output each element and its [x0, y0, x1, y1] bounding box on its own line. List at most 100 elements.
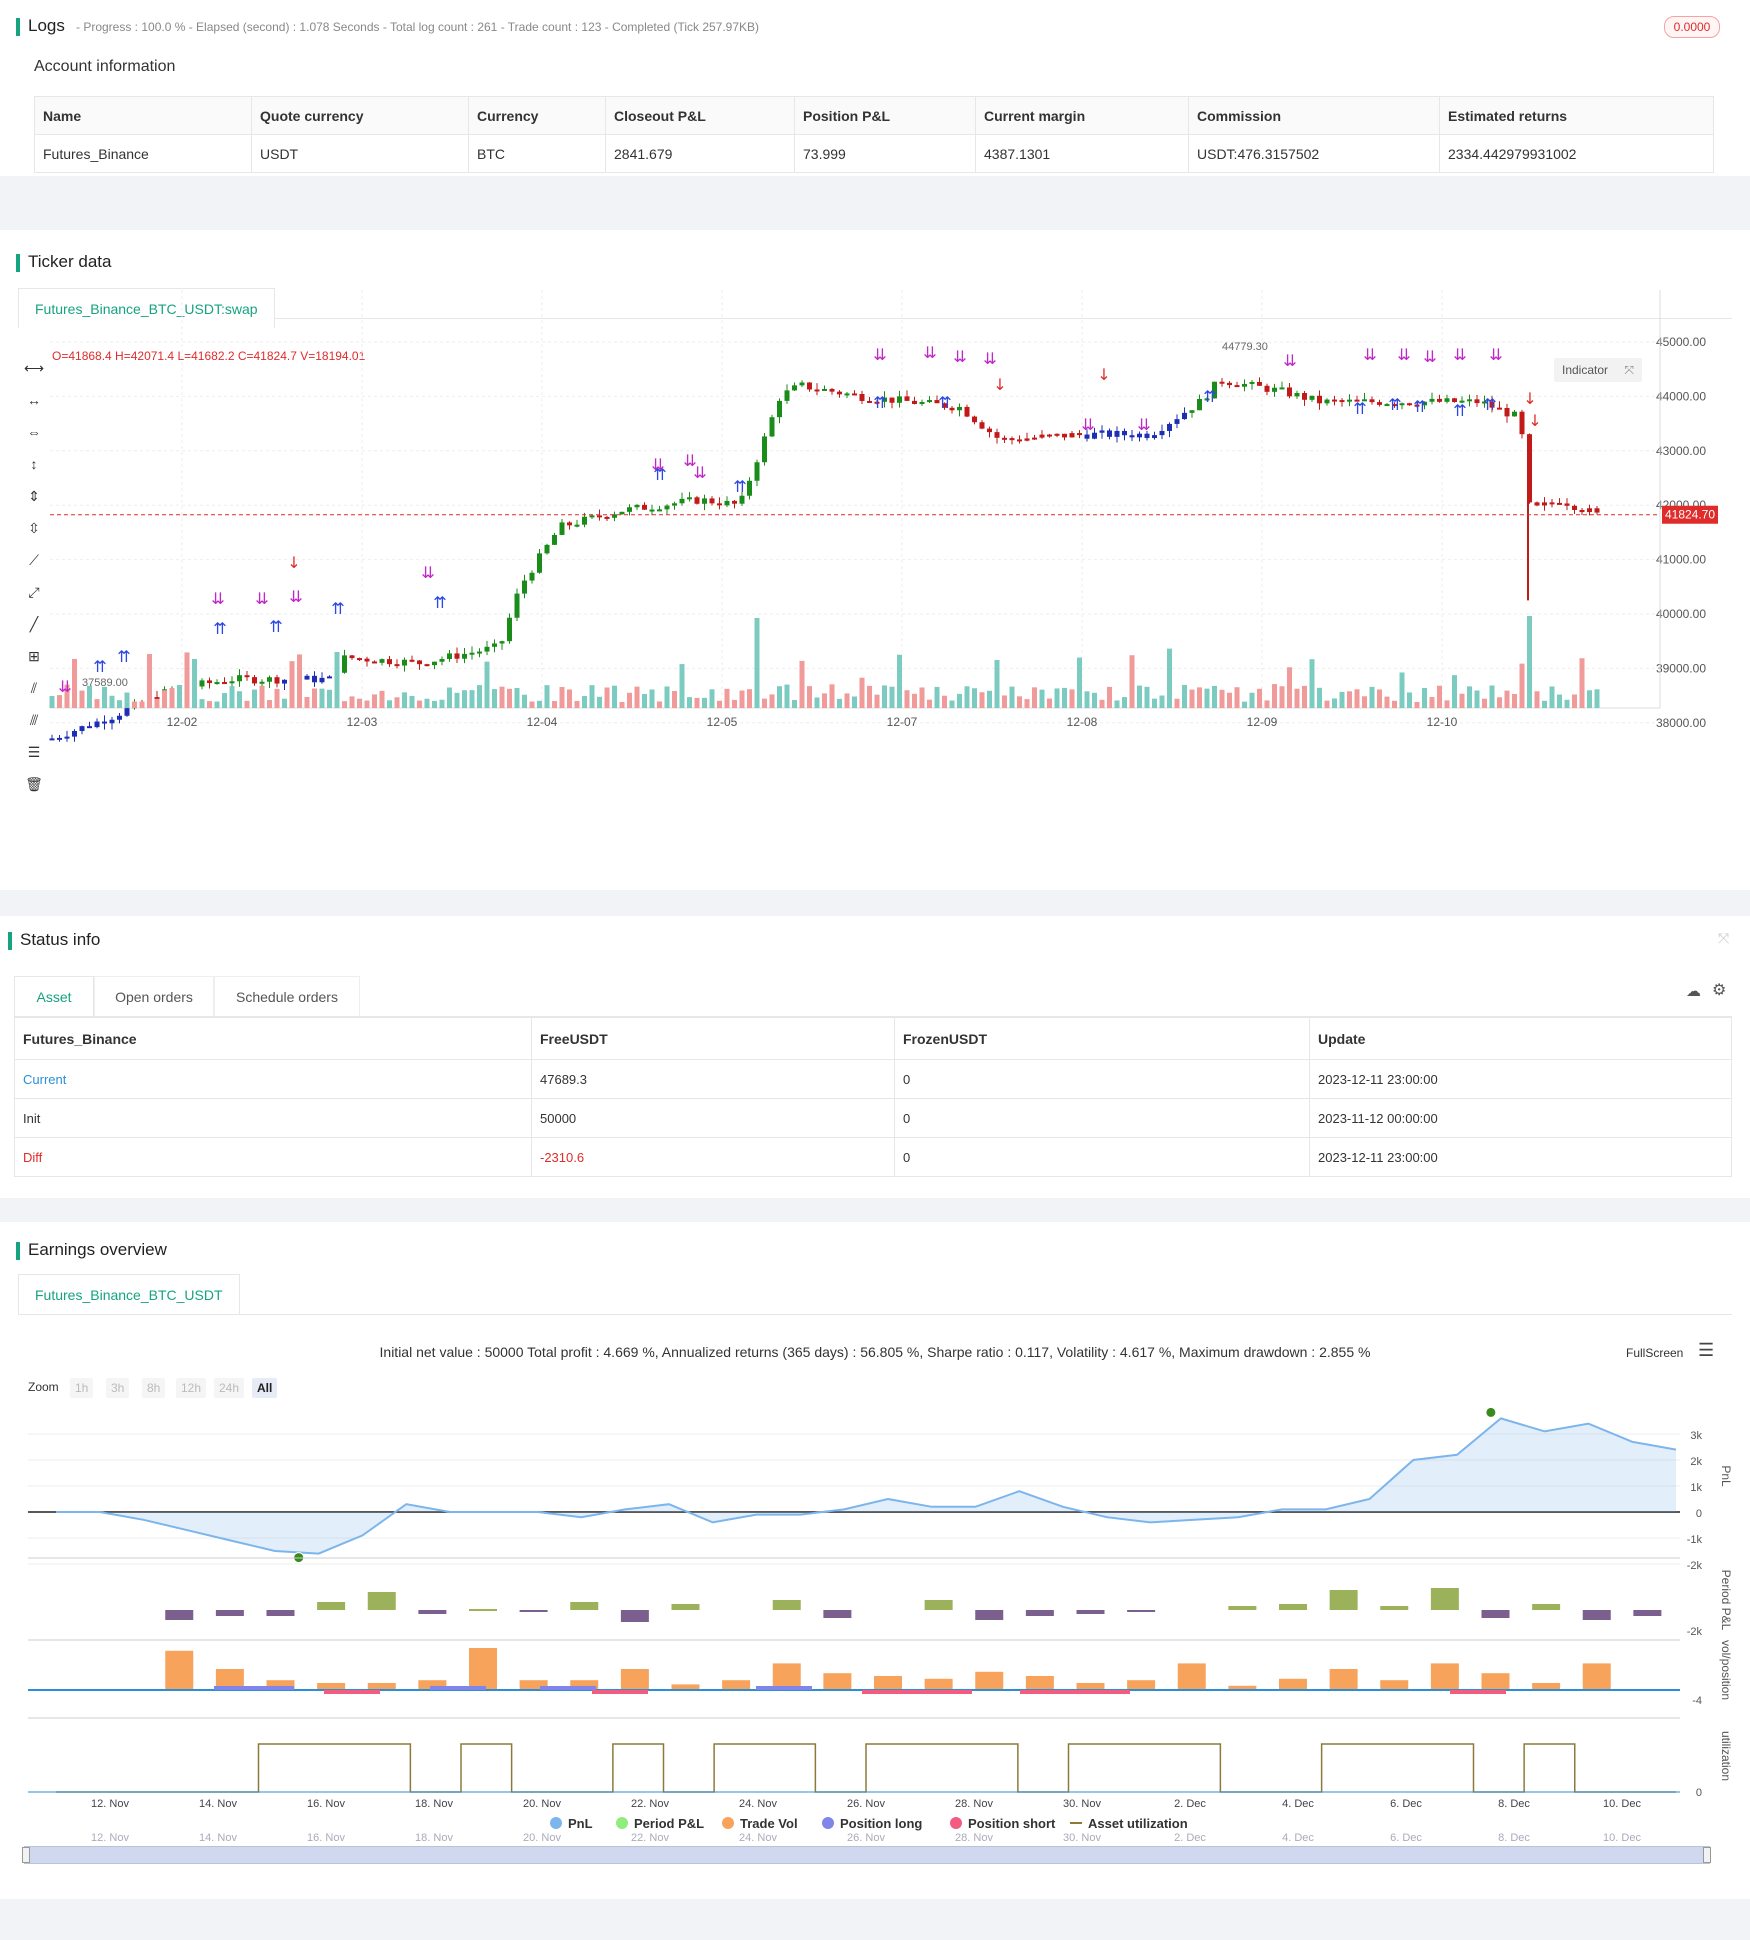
period-pnl-bar — [519, 1610, 548, 1612]
volume-bar — [619, 701, 625, 708]
volume-bar — [1317, 687, 1322, 708]
zoom-24h-button[interactable]: 24h — [214, 1378, 245, 1398]
legend-item[interactable]: PnL — [550, 1816, 593, 1831]
trade-vol-bar — [570, 1680, 599, 1690]
candle-body — [109, 719, 115, 724]
volume-bar — [844, 693, 850, 708]
asset-table: Futures_Binance FreeUSDT FrozenUSDT Upda… — [14, 1017, 1732, 1177]
vertical-ray-tool-icon[interactable]: ⇕ — [28, 488, 40, 504]
expand-icon[interactable]: ⤧ — [1718, 930, 1730, 946]
volume-bar — [724, 688, 730, 708]
period-pnl-bar — [620, 1610, 649, 1622]
zoom-12h-button[interactable]: 12h — [176, 1378, 207, 1398]
volume-bar — [477, 685, 482, 708]
candle-body — [829, 388, 835, 392]
tab-ticker-symbol[interactable]: Futures_Binance_BTC_USDT:swap — [18, 288, 275, 328]
account-header: Currency — [468, 96, 606, 135]
volume-bar — [229, 686, 235, 708]
horizontal-segment-tool-icon[interactable]: ⇔ — [27, 424, 41, 440]
gear-icon[interactable]: ⚙ — [1712, 982, 1727, 999]
legend-item[interactable]: Trade Vol — [722, 1816, 798, 1831]
volume-bar — [72, 658, 77, 708]
candle-body — [87, 726, 92, 729]
navigator-tick-label: 2. Dec — [1174, 1832, 1206, 1844]
line-segment-tool-icon[interactable]: ╱ — [29, 616, 39, 632]
close-signal-arrow: ⇊ — [1423, 347, 1436, 366]
volume-bar — [1137, 685, 1142, 708]
candle-body — [972, 416, 977, 423]
navigator-handle-left[interactable] — [22, 1847, 30, 1863]
trend-line-tool-icon[interactable]: ⟋ — [29, 552, 39, 568]
position-long-bar — [430, 1686, 486, 1690]
vertical-segment-tool-icon[interactable]: ⇳ — [28, 520, 40, 536]
volume-bar — [1587, 690, 1592, 708]
zoom-8h-button[interactable]: 8h — [142, 1378, 166, 1398]
close-signal-arrow: ⇊ — [1137, 415, 1150, 434]
candle-body — [927, 400, 932, 403]
pnl-tick-label: -1k — [1687, 1534, 1703, 1546]
volume-bar — [1092, 692, 1097, 708]
candle-body — [1204, 398, 1210, 401]
navigator-scrollbar[interactable] — [24, 1846, 1710, 1864]
candle-body — [1512, 411, 1517, 417]
fullscreen-button[interactable]: FullScreen — [1626, 1346, 1683, 1360]
volume-bar — [972, 688, 977, 708]
period-pnl-bar — [367, 1592, 396, 1610]
utilization-line — [56, 1743, 1676, 1793]
zoom-3h-button[interactable]: 3h — [106, 1378, 130, 1398]
candle-body — [282, 679, 287, 684]
volume-bar — [364, 700, 370, 708]
volume-bar — [244, 700, 250, 708]
tab-open-orders[interactable]: Open orders — [94, 976, 214, 1016]
tab-earnings-symbol[interactable]: Futures_Binance_BTC_USDT — [18, 1274, 240, 1314]
cloud-download-icon[interactable]: ☁ — [1686, 983, 1701, 1000]
x-tick-label: 4. Dec — [1282, 1798, 1314, 1810]
legend-item[interactable]: Position long — [822, 1816, 922, 1831]
horizontal-ray-tool-icon[interactable]: ↔ — [27, 392, 41, 408]
legend-item[interactable]: Asset utilization — [1070, 1816, 1188, 1831]
earnings-chart[interactable]: 3k 2k 1k 0 -1k -2k -2k -4 0 PnL Period P&L vol/posi… — [0, 1400, 1750, 1940]
account-cell: 4387.1301 — [975, 134, 1189, 173]
candle-body — [529, 572, 535, 581]
tab-asset[interactable]: Asset — [14, 976, 94, 1016]
volume-bar — [214, 701, 220, 708]
volume-bar — [1167, 648, 1172, 708]
price-range-tool-icon[interactable]: ⊞ — [28, 648, 40, 664]
candlestick-chart[interactable]: 45000.0044000.0043000.0042000.0041000.00… — [0, 230, 1750, 890]
candle-body — [1459, 400, 1465, 403]
candle-body — [1122, 430, 1127, 436]
navigator-tick-label: 18. Nov — [415, 1832, 453, 1844]
menu-icon[interactable]: ☰ — [1698, 1340, 1715, 1360]
indicator-button[interactable]: Indicator ⤧ — [1554, 358, 1642, 382]
horizontal-line-tool-icon[interactable]: ⟷ — [24, 360, 45, 376]
volume-bar — [897, 654, 902, 708]
volume-bar — [889, 686, 895, 708]
candle-body — [589, 515, 595, 518]
zoom-all-button[interactable]: All — [252, 1378, 278, 1398]
volume-bar — [679, 664, 685, 708]
volume-bar — [379, 690, 385, 708]
candle-body — [237, 675, 242, 682]
legend-item[interactable]: Period P&L — [616, 1816, 704, 1831]
logs-panel: Logs - Progress : 100.0 % - Elapsed (sec… — [0, 0, 1750, 176]
fib-retracement-tool-icon[interactable]: ☰ — [27, 744, 41, 760]
legend-item[interactable]: Position short — [950, 1816, 1055, 1831]
volume-bar — [1459, 693, 1465, 708]
candle-body — [1264, 385, 1270, 392]
trash-icon[interactable]: 🗑 — [25, 776, 43, 792]
volume-bar — [1399, 672, 1405, 708]
candle-body — [807, 382, 812, 390]
navigator-handle-right[interactable] — [1703, 1847, 1711, 1863]
tab-schedule-orders[interactable]: Schedule orders — [214, 976, 360, 1016]
candle-body — [49, 738, 55, 741]
zoom-1h-button[interactable]: 1h — [70, 1378, 94, 1398]
volume-bar — [109, 695, 115, 708]
ray-tool-icon[interactable]: ⤢ — [28, 584, 40, 600]
parallel-channel-tool-icon[interactable]: ⫽ — [30, 680, 38, 696]
vertical-line-tool-icon[interactable]: ↕ — [30, 456, 38, 472]
candle-body — [252, 677, 257, 684]
trade-vol-bar — [1481, 1673, 1510, 1690]
candle-body — [1279, 387, 1285, 390]
fib-channel-tool-icon[interactable]: ⫻ — [29, 712, 39, 728]
volume-bar — [672, 691, 677, 708]
